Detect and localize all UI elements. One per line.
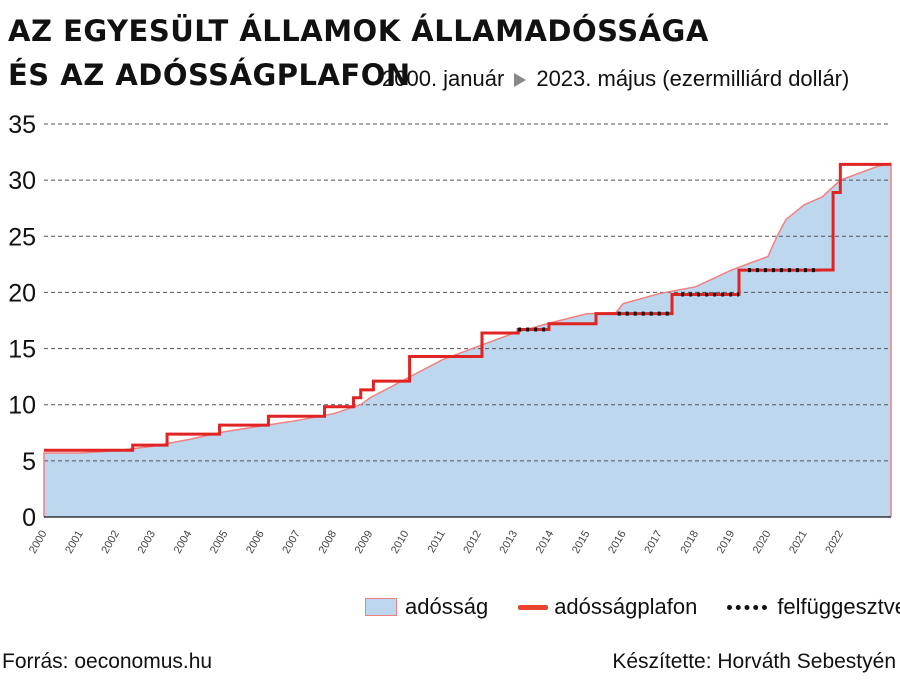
- source-note: Forrás: oeconomus.hu: [2, 650, 213, 673]
- y-tick-label: 20: [8, 279, 36, 307]
- author-note: Készítette: Horváth Sebestyén: [612, 650, 896, 673]
- x-tick-label: 2016: [606, 529, 629, 556]
- x-tick-label: 2015: [570, 529, 593, 556]
- debt-line: [43, 162, 892, 517]
- x-tick-label: 2010: [389, 529, 412, 556]
- legend-swatch-debt: [365, 598, 397, 616]
- x-tick-label: 2013: [498, 529, 521, 556]
- subtitle-end: 2023. május (ezermilliárd dollár): [536, 66, 850, 91]
- subtitle-start: 2000. január: [382, 66, 505, 91]
- y-tick-label: 35: [8, 111, 36, 139]
- legend-label-debt: adósság: [405, 594, 489, 619]
- subtitle: 2000. január 2023. május (ezermilliárd do…: [382, 66, 849, 92]
- legend-item-ceiling: adósságplafon: [518, 594, 697, 620]
- y-tick-label: 5: [22, 448, 36, 476]
- x-tick-label: 2006: [244, 529, 267, 556]
- play-arrow-icon: [514, 72, 527, 87]
- legend-label-suspended: felfüggesztve: [777, 594, 900, 619]
- x-tick-label: 2017: [642, 529, 665, 556]
- x-tick-label: 2005: [208, 529, 231, 556]
- x-tick-label: 2021: [787, 529, 810, 556]
- y-tick-label: 30: [8, 167, 36, 195]
- y-tick-label: 25: [8, 223, 36, 251]
- x-tick-label: 2009: [353, 529, 376, 556]
- x-tick-label: 2008: [317, 529, 340, 556]
- x-tick-label: 2014: [534, 529, 557, 556]
- debt-chart: 0 5 10 15 20 25 30 35 2000 2001 2002 2003 2004 2005 20…: [8, 111, 892, 556]
- x-tick-label: 2011: [426, 529, 448, 555]
- legend-swatch-suspended: [727, 604, 768, 610]
- x-tick-label: 2020: [751, 529, 774, 556]
- x-tick-label: 2004: [172, 529, 195, 556]
- legend-item-suspended: felfüggesztve: [727, 594, 900, 620]
- debt-area: [44, 163, 891, 518]
- y-tick-label: 15: [8, 336, 36, 364]
- x-tick-label: 2001: [63, 529, 86, 556]
- x-tick-label: 2018: [679, 529, 702, 556]
- y-tick-label: 10: [8, 392, 36, 420]
- page-title-line1: AZ EGYESÜLT ÁLLAMOK ÁLLAMADÓSSÁGA: [8, 14, 709, 48]
- x-tick-label: 2019: [715, 529, 738, 556]
- legend-label-ceiling: adósságplafon: [554, 594, 698, 619]
- ceiling-line: [44, 162, 891, 452]
- legend-item-debt: adósság: [365, 594, 488, 620]
- x-tick-label: 2022: [823, 529, 846, 556]
- page-title-line2: ÉS AZ ADÓSSÁGPLAFON: [8, 58, 411, 92]
- x-tick-label: 2000: [27, 529, 50, 556]
- x-tick-label: 2012: [461, 529, 484, 556]
- x-tick-label: 2002: [99, 529, 122, 556]
- y-tick-label: 0: [22, 504, 36, 532]
- legend-swatch-ceiling: [518, 604, 549, 610]
- legend: adósság adósságplafon felfüggesztve: [365, 594, 900, 620]
- x-tick-label: 2003: [136, 529, 159, 556]
- x-tick-label: 2007: [280, 529, 303, 556]
